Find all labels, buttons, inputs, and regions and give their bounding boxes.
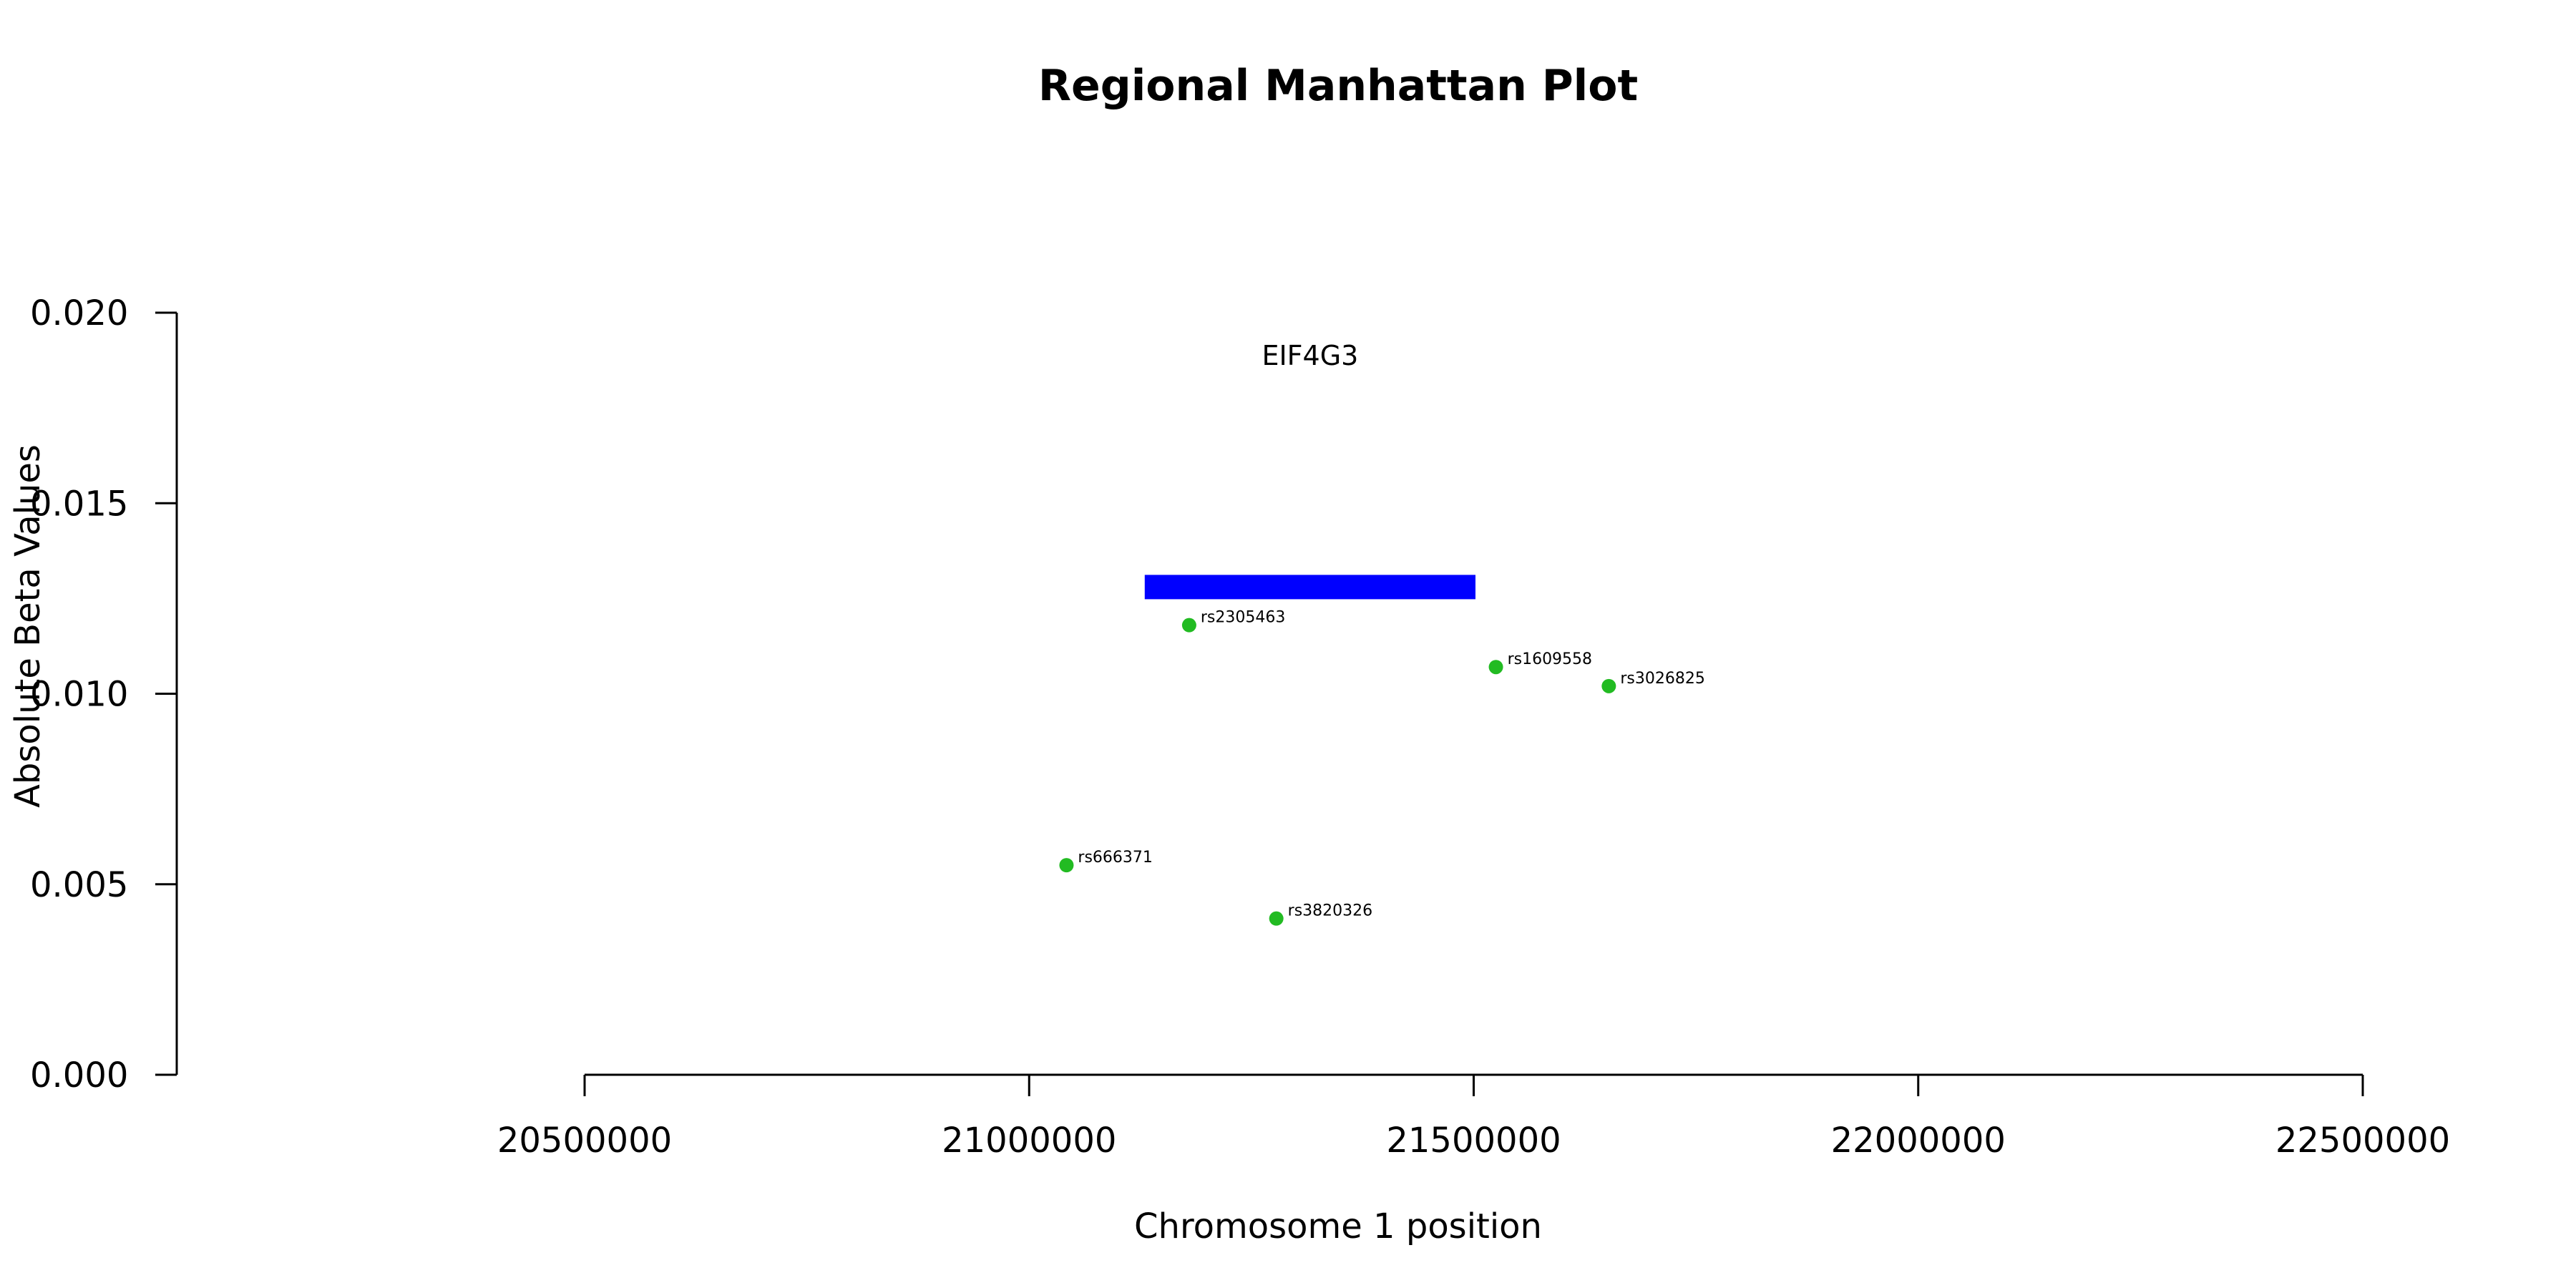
x-tick-label: 21500000 — [1386, 1121, 1561, 1161]
x-tick-label: 22000000 — [1831, 1121, 2006, 1161]
snp-point — [1269, 911, 1284, 926]
snp-point — [1488, 660, 1503, 675]
x-axis: 20500000 21000000 21500000 22000000 22500000 — [497, 1073, 2450, 1161]
x-tick-label: 22500000 — [2275, 1121, 2450, 1161]
snp-points: rs2305463 rs1609558 rs3026825 rs666371 rs382… — [1059, 609, 1705, 926]
gene-label: EIF4G3 — [1262, 340, 1358, 371]
snp-point — [1601, 678, 1616, 693]
snp-point — [1181, 618, 1196, 633]
snp-point — [1059, 858, 1074, 873]
x-axis-label: Chromosome 1 position — [1134, 1206, 1542, 1246]
y-tick-label: 0.005 — [30, 865, 128, 905]
y-tick-label: 0.000 — [30, 1055, 128, 1096]
y-tick-label: 0.020 — [30, 293, 128, 333]
gene-track: EIF4G3 — [1144, 340, 1475, 600]
x-tick-label: 21000000 — [942, 1121, 1116, 1161]
chart-title: Regional Manhattan Plot — [1038, 61, 1638, 111]
snp-label: rs3820326 — [1288, 902, 1373, 920]
y-tick-label: 0.010 — [30, 675, 128, 715]
y-axis: 0.000 0.005 0.010 0.015 0.020 — [30, 293, 178, 1096]
snp-label: rs666371 — [1078, 849, 1153, 867]
x-tick-label: 20500000 — [497, 1121, 672, 1161]
snp-label: rs2305463 — [1201, 609, 1286, 627]
y-tick-label: 0.015 — [30, 484, 128, 524]
gene-bar — [1144, 575, 1475, 600]
snp-label: rs3026825 — [1620, 670, 1705, 688]
y-axis-label: Absolute Beta Values — [8, 444, 48, 808]
snp-label: rs1609558 — [1508, 650, 1593, 668]
